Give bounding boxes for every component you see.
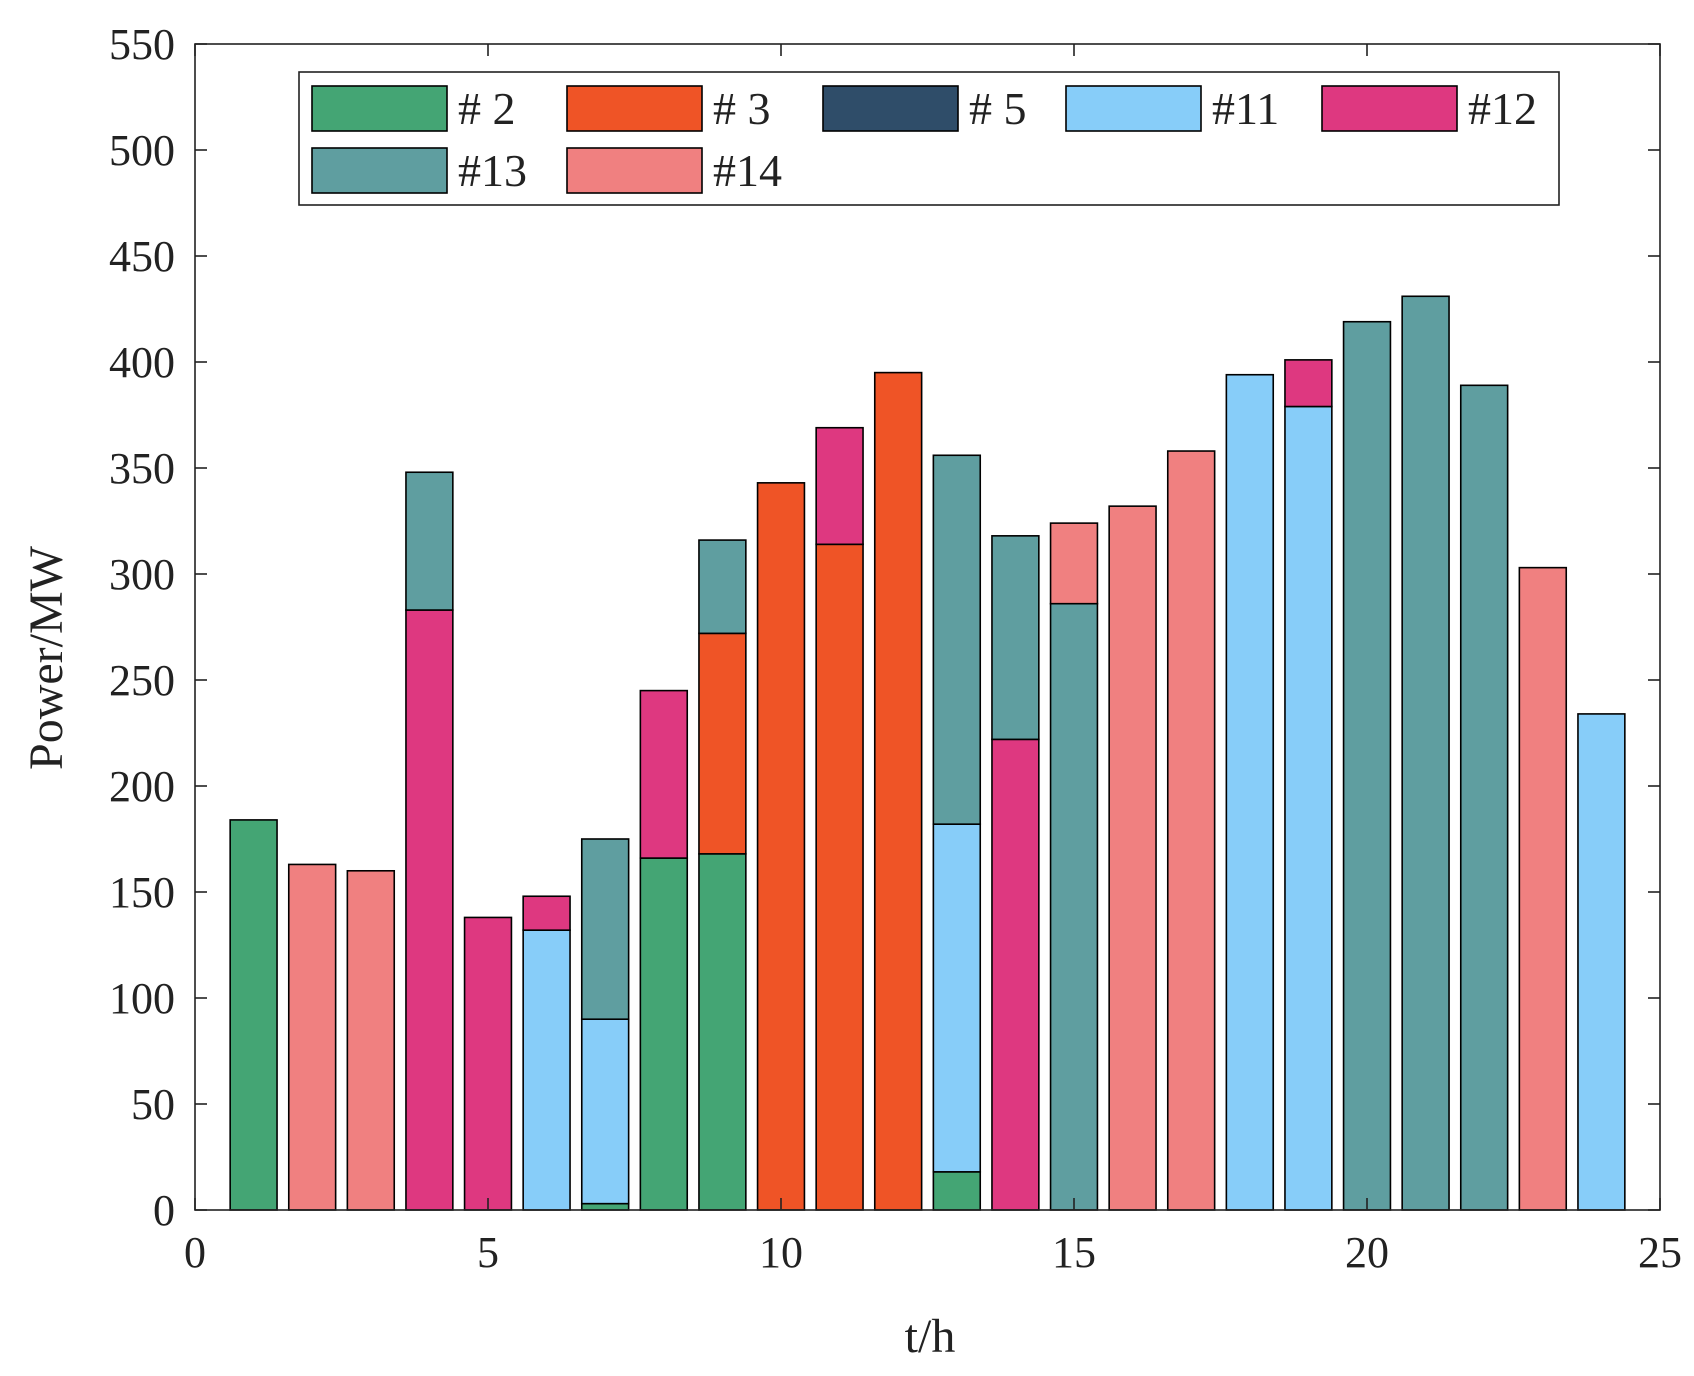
legend-label-3: # 3: [713, 83, 771, 134]
legend-swatch-11: [1065, 85, 1202, 132]
bar-t17-series-14: [1166, 450, 1216, 1211]
bar-t11-series-12: [815, 426, 864, 546]
x-tick-label: 15: [1052, 1228, 1096, 1277]
bar-t23-series-14: [1518, 566, 1568, 1211]
bar-t15-series-13: [1049, 602, 1099, 1211]
legend: # 2 # 3 # 5 #11 #12 #13 #14: [298, 71, 1560, 206]
bar-t18-series-11: [1225, 373, 1275, 1211]
bar-t13-series-11: [932, 823, 982, 1173]
legend-swatch-2: [311, 85, 448, 132]
legend-swatch-5: [822, 85, 959, 132]
y-tick-label: 150: [109, 868, 175, 917]
legend-swatch-12: [1321, 85, 1458, 132]
y-tick-label: 500: [109, 126, 175, 175]
bar-t14-series-12: [991, 738, 1040, 1211]
x-axis-title: t/h: [905, 1310, 956, 1363]
bar-t14-series-13: [991, 535, 1040, 741]
y-tick-label: 350: [109, 444, 175, 493]
bar-t8-series-2: [639, 857, 689, 1211]
bar-t7-series-2: [580, 1202, 630, 1211]
bar-t16-series-14: [1108, 505, 1157, 1211]
legend-label-12: #12: [1468, 83, 1537, 134]
bar-t22-series-13: [1459, 384, 1509, 1211]
bar-t13-series-13: [932, 454, 982, 825]
x-tick-label: 5: [477, 1228, 499, 1277]
bar-t9-series-13: [698, 539, 747, 635]
bar-t6-series-11: [522, 929, 571, 1211]
bar-t7-series-11: [580, 1018, 630, 1205]
y-tick-label: 250: [109, 656, 175, 705]
bar-t20-series-13: [1342, 320, 1392, 1211]
legend-label-5: # 5: [969, 83, 1027, 134]
legend-label-14: #14: [713, 145, 782, 196]
axes-layer: 0 50 100 150 200 250 300 350 400 450 500 550 0 5 10 15 2…: [109, 20, 1682, 1277]
x-tick-label: 10: [759, 1228, 803, 1277]
bars-layer: [229, 295, 1626, 1211]
bar-t12-series-3: [873, 371, 923, 1211]
x-tick-label: 25: [1638, 1228, 1682, 1277]
y-axis-title: Power/MW: [20, 545, 73, 770]
y-tick-label: 50: [131, 1080, 175, 1129]
legend-swatch-3: [566, 85, 703, 132]
legend-label-13: #13: [458, 145, 527, 196]
y-tick-label: 300: [109, 550, 175, 599]
legend-label-2: # 2: [458, 83, 516, 134]
bar-t7-series-13: [580, 838, 630, 1020]
bar-t5-series-12: [463, 916, 513, 1211]
legend-label-11: #11: [1212, 83, 1279, 134]
y-tick-label: 550: [109, 20, 175, 69]
bar-t24-series-11: [1577, 713, 1626, 1211]
y-tick-label: 400: [109, 338, 175, 387]
y-tick-label: 450: [109, 232, 175, 281]
legend-swatch-14: [566, 147, 703, 194]
bar-t11-series-3: [815, 543, 864, 1211]
x-tick-label: 20: [1345, 1228, 1389, 1277]
bar-t9-series-3: [698, 632, 747, 855]
y-tick-label: 100: [109, 974, 175, 1023]
bar-t1-series-2: [229, 819, 278, 1211]
y-tick-label: 200: [109, 762, 175, 811]
plot-frame: [194, 43, 1661, 1211]
bar-t8-series-12: [639, 689, 689, 859]
bar-t13-series-2: [932, 1171, 982, 1211]
bar-t4-series-12: [405, 609, 454, 1211]
bar-t3-series-14: [346, 869, 396, 1211]
legend-swatch-13: [311, 147, 448, 194]
bar-t4-series-13: [405, 471, 454, 611]
bar-t6-series-12: [522, 895, 571, 931]
x-tick-label: 0: [184, 1228, 206, 1277]
bar-t15-series-14: [1049, 522, 1099, 605]
y-tick-label: 0: [153, 1186, 175, 1235]
bar-t21-series-13: [1401, 295, 1450, 1211]
bar-t9-series-2: [698, 853, 747, 1211]
bar-t19-series-12: [1284, 359, 1333, 408]
bar-t10-series-3: [756, 482, 806, 1211]
bar-t2-series-14: [287, 863, 337, 1211]
bar-t19-series-11: [1284, 405, 1333, 1211]
